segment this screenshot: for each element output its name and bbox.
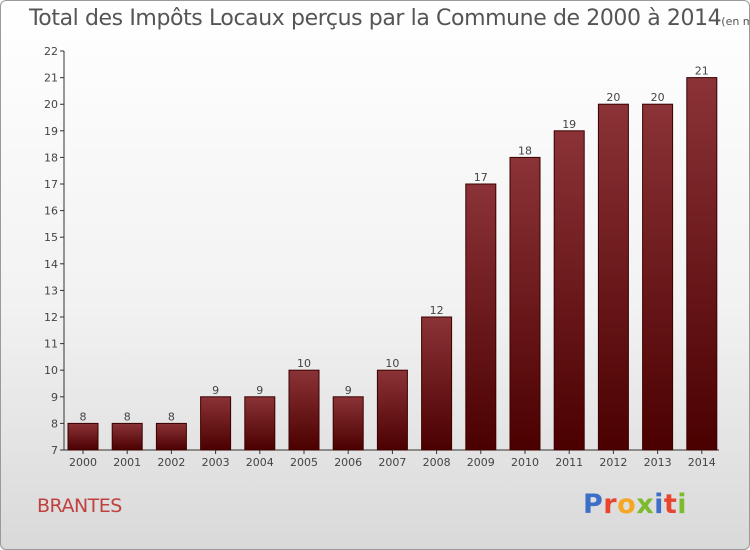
x-tick-label: 2007 [378, 456, 406, 469]
y-tick-label: 18 [44, 151, 58, 164]
bar [465, 183, 497, 451]
bar [686, 77, 718, 451]
y-tick-label: 17 [44, 178, 58, 191]
bar-value-label: 18 [518, 144, 532, 157]
brand-letter: r [603, 489, 618, 520]
x-tick-label: 2001 [113, 456, 141, 469]
bar [553, 130, 585, 451]
x-tick-label: 2006 [334, 456, 362, 469]
x-tick-label: 2013 [644, 456, 672, 469]
commune-name: BRANTES [37, 495, 122, 517]
bar [509, 156, 541, 451]
bar [332, 396, 364, 451]
x-tick-label: 2002 [157, 456, 185, 469]
bar-value-label: 20 [606, 91, 620, 104]
chart-title: Total des Impôts Locaux perçus par la Co… [29, 6, 749, 31]
bar [200, 396, 232, 451]
bar [421, 316, 453, 451]
brand-letter: P [583, 489, 604, 520]
x-tick-label: 2003 [202, 456, 230, 469]
brand-letter: i [677, 489, 688, 520]
y-tick-label: 9 [51, 391, 58, 404]
brand-logo: Proxiti [583, 489, 687, 520]
bar-value-label: 21 [695, 65, 709, 78]
x-tick-label: 2010 [511, 456, 539, 469]
bar-value-label: 8 [168, 410, 175, 423]
x-tick-label: 2000 [69, 456, 97, 469]
y-tick-label: 12 [44, 311, 58, 324]
bar [597, 103, 629, 451]
y-tick-label: 8 [51, 417, 58, 430]
y-tick-label: 10 [44, 364, 58, 377]
x-tick-label: 2014 [688, 456, 716, 469]
brand-letter: t [663, 489, 678, 520]
title-unit: (en milliers d'€) [721, 15, 749, 28]
bar-value-label: 9 [256, 384, 263, 397]
y-tick-label: 14 [44, 258, 58, 271]
x-tick-label: 2005 [290, 456, 318, 469]
bar-value-label: 9 [212, 384, 219, 397]
bar-value-label: 8 [80, 410, 87, 423]
y-tick-label: 15 [44, 231, 58, 244]
bar [376, 369, 408, 451]
title-text: Total des Impôts Locaux perçus par la Co… [29, 6, 722, 31]
brand-letter: x [636, 489, 655, 520]
bar-value-label: 19 [562, 118, 576, 131]
y-tick-label: 7 [51, 444, 58, 457]
bar-value-label: 17 [474, 171, 488, 184]
y-tick-label: 11 [44, 338, 58, 351]
bar-value-label: 8 [124, 410, 131, 423]
brand-letter: i [654, 489, 664, 520]
bar [642, 103, 674, 451]
bar [244, 396, 276, 451]
bar [111, 422, 143, 451]
bar [67, 422, 99, 451]
x-tick-label: 2011 [555, 456, 583, 469]
bar-value-label: 20 [651, 91, 665, 104]
y-tick-label: 21 [44, 72, 58, 85]
bar [288, 369, 320, 451]
bar-value-label: 9 [345, 384, 352, 397]
bar-value-label: 10 [385, 357, 399, 370]
y-tick-label: 19 [44, 125, 58, 138]
y-tick-label: 13 [44, 284, 58, 297]
x-tick-label: 2004 [246, 456, 274, 469]
bar-value-label: 12 [430, 304, 444, 317]
y-tick-label: 16 [44, 205, 58, 218]
y-tick-label: 22 [44, 45, 58, 58]
x-tick-label: 2009 [467, 456, 495, 469]
bar-value-label: 10 [297, 357, 311, 370]
y-tick-label: 20 [44, 98, 58, 111]
bar [155, 422, 187, 451]
x-tick-label: 2012 [599, 456, 627, 469]
brand-letter: o [617, 489, 637, 520]
x-tick-label: 2008 [423, 456, 451, 469]
